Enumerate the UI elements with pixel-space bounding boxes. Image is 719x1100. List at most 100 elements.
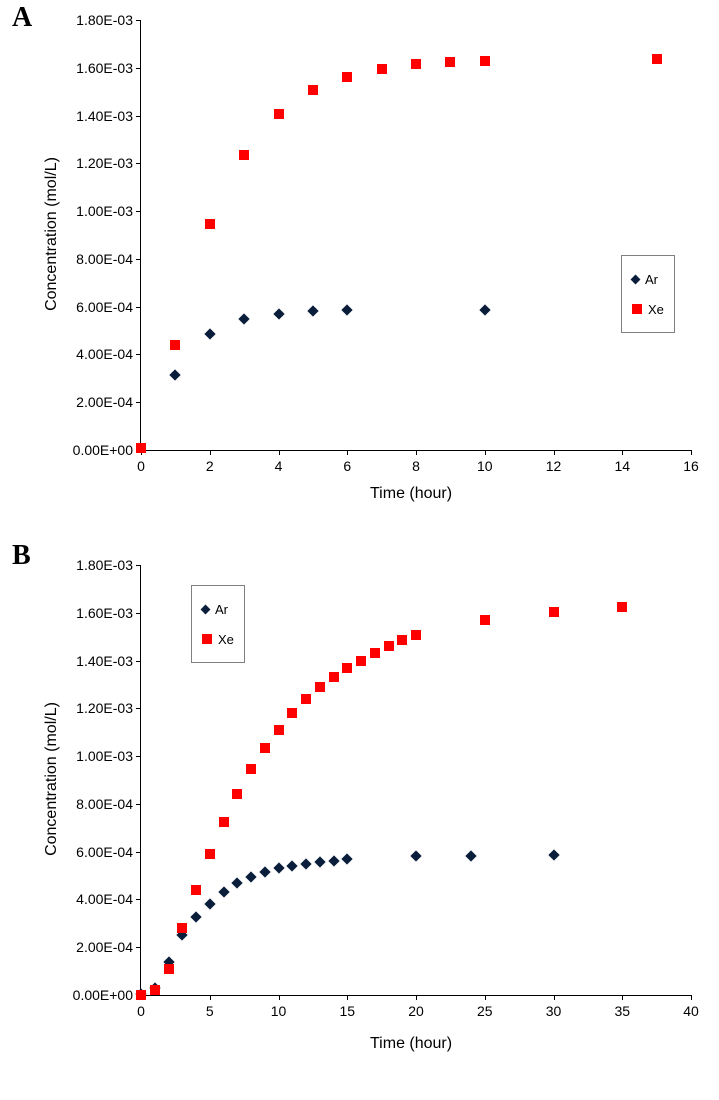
data-marker-ar <box>273 308 284 319</box>
chart-b-plot-area: 0.00E+002.00E-044.00E-046.00E-048.00E-04… <box>140 565 691 996</box>
x-tick <box>416 450 417 455</box>
data-marker-xe <box>239 150 249 160</box>
data-marker-ar <box>259 866 270 877</box>
legend-marker-icon <box>632 304 642 314</box>
data-marker-ar <box>287 860 298 871</box>
y-tick-label: 2.00E-04 <box>76 939 133 955</box>
y-tick-label: 0.00E+00 <box>73 442 133 458</box>
data-marker-xe <box>150 985 160 995</box>
data-marker-ar <box>328 855 339 866</box>
data-marker-xe <box>308 85 318 95</box>
data-marker-xe <box>411 630 421 640</box>
data-marker-xe <box>480 615 490 625</box>
y-tick-label: 1.40E-03 <box>76 653 133 669</box>
panel-a-label: A <box>12 2 32 34</box>
x-tick-label: 15 <box>339 1003 355 1019</box>
y-tick <box>136 947 141 948</box>
data-marker-ar <box>300 858 311 869</box>
data-marker-ar <box>307 306 318 317</box>
y-tick <box>136 211 141 212</box>
y-tick-label: 8.00E-04 <box>76 796 133 812</box>
data-marker-xe <box>445 57 455 67</box>
x-tick-label: 10 <box>477 458 493 474</box>
data-marker-xe <box>232 789 242 799</box>
y-tick <box>136 852 141 853</box>
x-tick <box>416 995 417 1000</box>
data-marker-xe <box>315 682 325 692</box>
y-tick-label: 1.80E-03 <box>76 12 133 28</box>
y-tick-label: 4.00E-04 <box>76 346 133 362</box>
x-tick-label: 6 <box>343 458 351 474</box>
legend-item: Xe <box>202 624 234 654</box>
data-marker-ar <box>342 305 353 316</box>
data-marker-xe <box>205 219 215 229</box>
data-marker-xe <box>170 340 180 350</box>
data-marker-ar <box>232 877 243 888</box>
legend: Ar Xe <box>621 255 675 333</box>
y-tick-label: 1.60E-03 <box>76 605 133 621</box>
data-marker-xe <box>205 849 215 859</box>
x-tick <box>485 995 486 1000</box>
data-marker-xe <box>377 64 387 74</box>
data-marker-ar <box>190 912 201 923</box>
y-tick <box>136 163 141 164</box>
data-marker-ar <box>465 850 476 861</box>
data-marker-xe <box>260 743 270 753</box>
x-tick <box>554 450 555 455</box>
x-tick <box>279 995 280 1000</box>
y-tick-label: 1.40E-03 <box>76 108 133 124</box>
data-marker-ar <box>479 304 490 315</box>
legend-item: Ar <box>202 594 234 624</box>
y-tick-label: 1.20E-03 <box>76 700 133 716</box>
data-marker-xe <box>191 885 201 895</box>
panel-b-label: B <box>12 540 31 572</box>
data-marker-xe <box>342 663 352 673</box>
figure-container: A 0.00E+002.00E-044.00E-046.00E-048.00E-… <box>0 0 719 1100</box>
chart-b-y-axis-label: Concentration (mol/L) <box>43 702 61 856</box>
y-tick <box>136 661 141 662</box>
x-tick <box>691 995 692 1000</box>
x-tick <box>691 450 692 455</box>
y-tick <box>136 354 141 355</box>
y-tick <box>136 565 141 566</box>
data-marker-xe <box>136 443 146 453</box>
x-tick-label: 16 <box>683 458 699 474</box>
legend-label: Xe <box>648 302 664 317</box>
y-tick <box>136 756 141 757</box>
data-marker-ar <box>548 849 559 860</box>
data-marker-ar <box>245 871 256 882</box>
y-tick <box>136 116 141 117</box>
chart-a-x-axis-label: Time (hour) <box>370 485 452 503</box>
data-marker-ar <box>238 313 249 324</box>
x-tick-label: 12 <box>546 458 562 474</box>
x-tick-label: 8 <box>412 458 420 474</box>
legend-marker-icon <box>202 634 212 644</box>
x-tick-label: 10 <box>271 1003 287 1019</box>
data-marker-ar <box>218 887 229 898</box>
data-marker-xe <box>397 635 407 645</box>
x-tick-label: 2 <box>206 458 214 474</box>
legend-label: Ar <box>645 272 658 287</box>
y-tick <box>136 613 141 614</box>
chart-a-y-axis-label: Concentration (mol/L) <box>43 157 61 311</box>
y-tick-label: 1.60E-03 <box>76 60 133 76</box>
x-tick <box>279 450 280 455</box>
x-tick-label: 5 <box>206 1003 214 1019</box>
data-marker-xe <box>329 672 339 682</box>
data-marker-xe <box>287 708 297 718</box>
legend-item: Xe <box>632 294 664 324</box>
x-tick-label: 35 <box>614 1003 630 1019</box>
data-marker-ar <box>273 863 284 874</box>
y-tick-label: 1.00E-03 <box>76 748 133 764</box>
data-marker-xe <box>370 648 380 658</box>
x-tick <box>622 995 623 1000</box>
data-marker-xe <box>274 109 284 119</box>
x-tick <box>485 450 486 455</box>
x-tick-label: 40 <box>683 1003 699 1019</box>
y-tick <box>136 899 141 900</box>
x-tick <box>622 450 623 455</box>
legend-label: Ar <box>215 602 228 617</box>
data-marker-xe <box>411 59 421 69</box>
x-tick <box>210 450 211 455</box>
legend-marker-icon <box>631 274 641 284</box>
